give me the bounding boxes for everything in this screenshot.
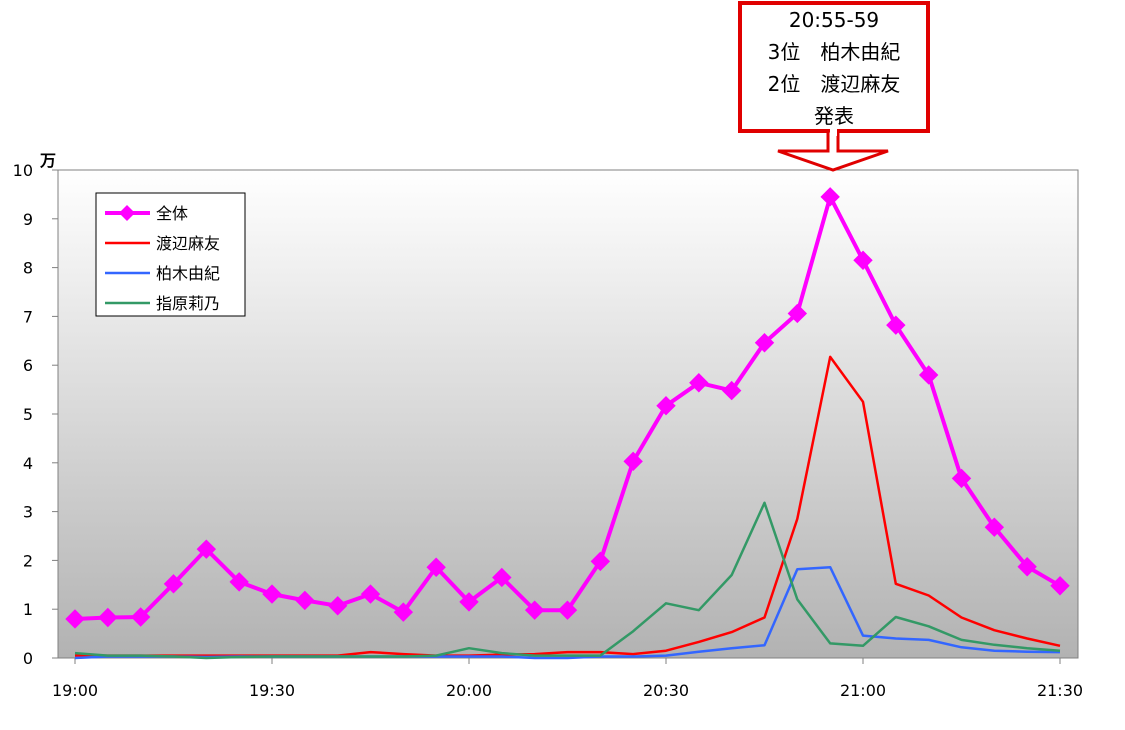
y-tick-label: 9 <box>23 210 33 229</box>
y-tick-label: 2 <box>23 551 33 570</box>
data-point-marker <box>590 551 611 572</box>
y-tick-label: 5 <box>23 405 33 424</box>
annotation-line-3: 2位 渡辺麻友 <box>768 72 901 96</box>
data-point-marker <box>787 303 808 324</box>
data-point-marker <box>163 574 184 594</box>
data-point-marker <box>98 607 118 628</box>
data-point-marker <box>984 517 1005 537</box>
annotation-line-4: 発表 <box>814 104 854 128</box>
data-point-marker <box>754 333 775 353</box>
data-point-marker <box>393 602 414 622</box>
y-axis: 0 1 2 3 4 5 6 7 8 9 10 <box>13 161 58 668</box>
data-point-marker <box>918 365 939 385</box>
y-tick-label: 4 <box>23 454 33 473</box>
y-tick-label: 6 <box>23 356 33 375</box>
x-tick-label: 20:00 <box>446 681 492 700</box>
x-axis: 19:00 19:30 20:00 20:30 21:00 21:30 <box>52 658 1083 700</box>
legend-marker <box>119 205 135 221</box>
data-point-marker <box>820 187 840 207</box>
data-point-marker <box>262 584 282 604</box>
data-point-marker <box>524 600 545 620</box>
legend-label: 全体 <box>156 204 188 223</box>
data-point-marker <box>656 395 676 416</box>
data-point-marker <box>557 600 578 620</box>
annotation-callout: 20:55-59 3位 柏木由紀 2位 渡辺麻友 発表 <box>738 1 930 172</box>
data-point-marker <box>689 373 709 393</box>
y-tick-label: 7 <box>23 307 33 326</box>
legend-label: 渡辺麻友 <box>156 234 220 253</box>
legend-label: 指原莉乃 <box>156 294 220 313</box>
data-point-marker <box>65 609 85 629</box>
x-tick-label: 21:00 <box>840 681 886 700</box>
data-point-marker <box>623 451 643 472</box>
legend-label: 柏木由紀 <box>156 264 220 283</box>
x-tick-label: 21:30 <box>1037 681 1083 700</box>
y-tick-label: 10 <box>13 161 33 180</box>
x-tick-label: 19:30 <box>249 681 295 700</box>
data-point-marker <box>1017 557 1037 577</box>
y-tick-label: 8 <box>23 259 33 278</box>
y-tick-label: 0 <box>23 649 33 668</box>
data-point-marker <box>721 380 742 401</box>
data-point-marker <box>853 250 873 270</box>
data-point-marker <box>196 539 217 559</box>
data-point-marker <box>492 567 512 588</box>
y-tick-label: 3 <box>23 503 33 522</box>
data-point-marker <box>886 315 906 335</box>
data-point-marker <box>295 590 315 611</box>
data-point-marker <box>1050 576 1070 596</box>
x-tick-label: 19:00 <box>52 681 98 700</box>
data-point-marker <box>229 572 249 592</box>
data-point-marker <box>951 468 972 489</box>
data-point-marker <box>426 557 446 577</box>
annotation-line-2: 3位 柏木由紀 <box>768 40 901 64</box>
y-unit-label: 万 <box>39 151 56 170</box>
series-layer <box>65 187 1070 660</box>
series-3 <box>74 501 1061 660</box>
annotation-box <box>738 1 930 133</box>
y-tick-label: 1 <box>23 600 33 619</box>
annotation-line-1: 20:55-59 <box>789 8 879 32</box>
data-point-marker <box>459 592 479 612</box>
data-point-marker <box>360 584 381 604</box>
series-line <box>74 501 1061 660</box>
x-tick-label: 20:30 <box>643 681 689 700</box>
data-point-marker <box>327 596 348 616</box>
data-point-marker <box>130 607 151 627</box>
annotation-arrow <box>777 129 889 172</box>
series-0 <box>65 187 1070 629</box>
